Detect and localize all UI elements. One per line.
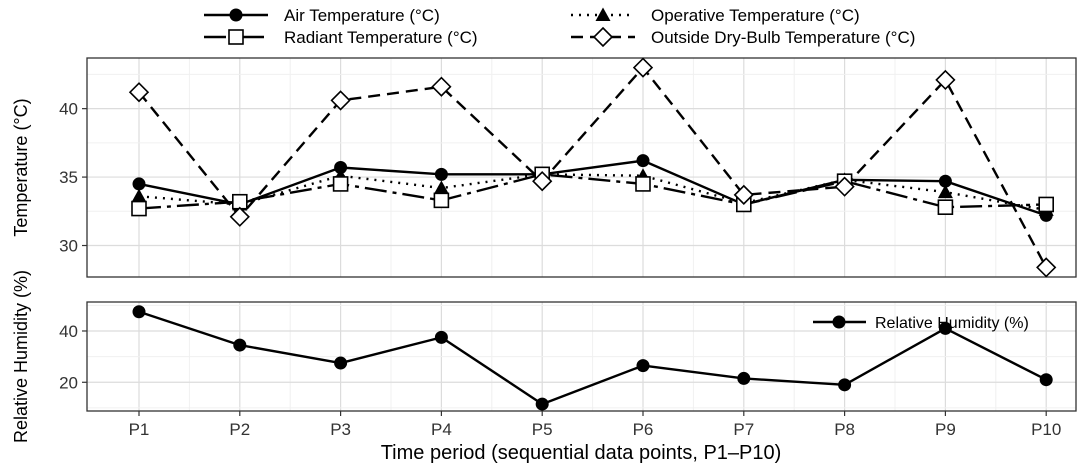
series-line	[138, 310, 1047, 406]
data-point	[938, 321, 952, 335]
series-line	[138, 173, 1047, 210]
data-point	[935, 69, 956, 91]
x-tick-label: P9	[935, 420, 956, 439]
legend-marker	[595, 7, 611, 21]
legend-label: Radiant Temperature (°C)	[284, 28, 478, 47]
data-point	[733, 184, 754, 206]
legend-marker	[832, 315, 846, 329]
data-point	[834, 176, 855, 197]
legend-marker	[229, 8, 243, 22]
data-point	[229, 206, 250, 227]
series-line	[138, 66, 1048, 268]
y-tick-label: 30	[59, 237, 78, 256]
panel-border	[86, 57, 1077, 278]
x-tick-label: P6	[633, 420, 654, 439]
data-point	[636, 359, 650, 373]
legend: Air Temperature (°C) Operative Temperatur…	[204, 6, 915, 48]
x-tick-label: P8	[834, 420, 855, 439]
y-tick-label: 40	[59, 100, 78, 119]
data-point	[937, 184, 953, 199]
data-point	[131, 200, 147, 217]
x-tick-label: P5	[532, 420, 553, 439]
data-point	[431, 76, 452, 97]
data-point	[433, 180, 449, 195]
legend-marker	[228, 29, 244, 45]
data-point	[433, 192, 450, 209]
data-point	[938, 174, 952, 188]
data-point	[838, 378, 852, 392]
series-line	[138, 159, 1047, 217]
x-axis: P1 P2 P3 P4 P5 P6 P7 P8 P9 P10 Time period (sequen…	[129, 411, 1061, 464]
data-point	[535, 397, 549, 411]
panel-border	[86, 301, 1077, 412]
y-tick-label: 35	[59, 168, 78, 187]
x-tick-label: P7	[733, 420, 754, 439]
data-point	[330, 90, 351, 111]
x-tick-label: P1	[129, 420, 150, 439]
data-point	[532, 171, 553, 192]
y-tick-label: 20	[59, 373, 78, 392]
humidity-panel: 20 40 Relative Humidity (%) Relative Humidi…	[11, 270, 1077, 443]
data-point	[737, 371, 751, 385]
y-tick-label: 40	[59, 322, 78, 341]
data-point	[1039, 373, 1053, 387]
data-point	[334, 161, 348, 174]
legend-label: Outside Dry-Bulb Temperature (°C)	[651, 28, 915, 47]
data-point	[232, 193, 248, 210]
x-tick-label: P4	[431, 420, 452, 439]
data-point	[132, 177, 146, 191]
data-point	[233, 338, 247, 352]
y-axis-label: Temperature (°C)	[11, 98, 31, 236]
x-tick-label: P2	[229, 420, 250, 439]
data-point	[636, 154, 650, 168]
data-point	[635, 176, 651, 192]
temperature-panel: 30 35 40 Temperature (°C)	[11, 57, 1077, 278]
x-axis-label: Time period (sequential data points, P1–…	[381, 442, 782, 464]
legend-label: Air Temperature (°C)	[284, 6, 440, 25]
data-point	[131, 188, 147, 203]
data-point	[1038, 196, 1054, 213]
legend-label: Operative Temperature (°C)	[651, 6, 860, 25]
data-point	[937, 199, 954, 215]
data-point	[1036, 257, 1057, 278]
x-tick-label: P3	[330, 420, 351, 439]
legend-label: Relative Humidity (%)	[875, 315, 1029, 332]
data-point	[128, 82, 150, 103]
data-point	[332, 176, 349, 192]
x-tick-label: P10	[1031, 420, 1061, 439]
legend-marker	[592, 26, 614, 48]
data-point	[334, 356, 348, 370]
data-point	[132, 305, 146, 319]
y-axis-label: Relative Humidity (%)	[11, 270, 31, 443]
data-point	[632, 57, 654, 78]
data-point	[434, 330, 448, 344]
data-point	[434, 167, 448, 181]
series-line	[138, 173, 1047, 212]
